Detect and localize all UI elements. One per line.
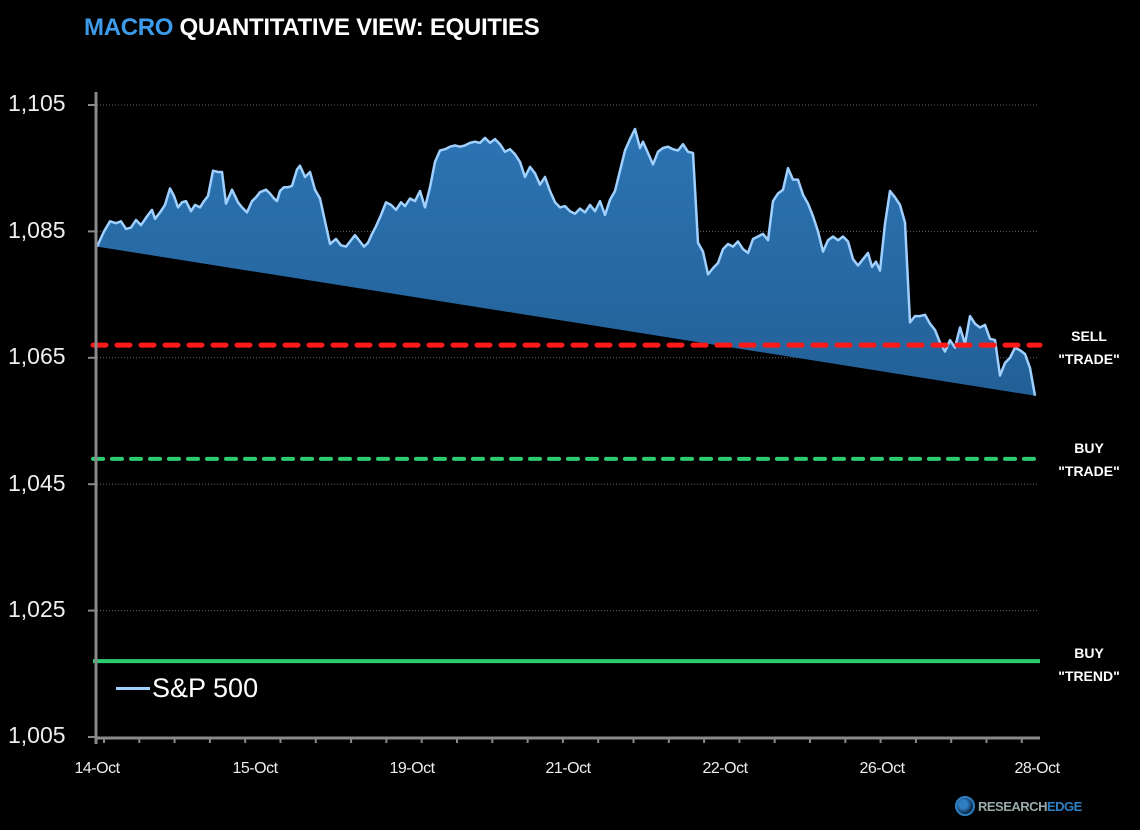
y-tick-label: 1,025 <box>8 596 66 622</box>
sp500-area <box>97 129 1035 396</box>
signal-line2: "TRADE" <box>1058 351 1120 367</box>
x-tick-label: 19-Oct <box>389 760 435 777</box>
chart-legend: S&P 500 <box>116 673 258 704</box>
title-highlight: MACRO <box>84 14 174 41</box>
reference-lines <box>90 342 1043 664</box>
logo-text-research: RESEARCH <box>978 798 1047 814</box>
signal-line1: BUY <box>1074 645 1104 661</box>
y-tick-label: 1,065 <box>8 343 66 369</box>
y-tick-label: 1,105 <box>8 90 66 116</box>
signal-line2: "TREND" <box>1058 668 1120 684</box>
x-tick-label: 22-Oct <box>702 760 748 777</box>
legend-swatch <box>116 687 150 690</box>
signal-buy-trade: BUY "TRADE" <box>1046 437 1132 483</box>
x-tick-label: 21-Oct <box>545 760 591 777</box>
sp500-line <box>95 127 1037 396</box>
x-tick-label: 14-Oct <box>74 760 120 777</box>
chart-title: MACRO QUANTITATIVE VIEW: EQUITIES <box>84 14 540 42</box>
globe-icon <box>955 796 975 816</box>
x-tick-label: 15-Oct <box>232 760 278 777</box>
y-tick-label: 1,085 <box>8 217 66 243</box>
logo-text-edge: EDGE <box>1046 798 1082 814</box>
signal-buy-trend: BUY "TREND" <box>1046 642 1132 688</box>
y-tick-label: 1,045 <box>8 470 66 496</box>
signal-sell-trade: SELL "TRADE" <box>1046 325 1132 371</box>
signal-line1: BUY <box>1074 440 1104 456</box>
y-tick-label: 1,005 <box>8 722 66 748</box>
x-tick-label: 26-Oct <box>859 760 905 777</box>
axes <box>88 92 1040 744</box>
signal-line1: SELL <box>1071 328 1107 344</box>
researchedge-logo: RESEARCH EDGE <box>955 796 1082 816</box>
signal-line2: "TRADE" <box>1058 463 1120 479</box>
title-rest: QUANTITATIVE VIEW: EQUITIES <box>173 14 540 41</box>
legend-label: S&P 500 <box>152 673 259 703</box>
x-tick-label: 28-Oct <box>1014 760 1060 777</box>
